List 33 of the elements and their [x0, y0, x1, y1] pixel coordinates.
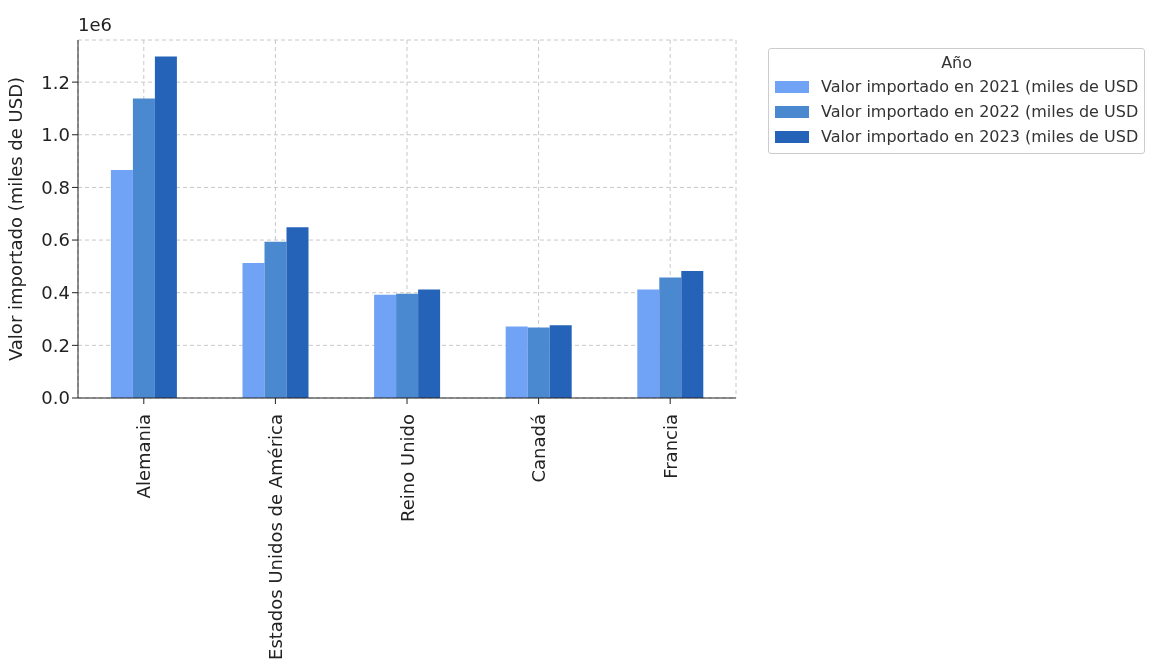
x-tick-label: Canadá — [528, 414, 550, 483]
legend-label: Valor importado en 2022 (miles de USD — [821, 102, 1139, 121]
y-tick-label: 0.0 — [41, 387, 70, 409]
bar — [659, 277, 682, 398]
bar — [527, 327, 550, 398]
bar — [637, 289, 660, 398]
bar — [286, 227, 309, 398]
bar — [549, 325, 572, 398]
bar — [505, 326, 528, 398]
y-tick-label: 1.0 — [41, 124, 70, 146]
bar — [264, 241, 287, 398]
bar — [374, 294, 397, 398]
y-tick-label: 0.8 — [41, 176, 70, 198]
legend-label: Valor importado en 2021 (miles de USD — [821, 77, 1139, 96]
bar — [242, 262, 265, 398]
x-tick-label: Alemania — [133, 414, 155, 499]
y-tick-label: 0.4 — [41, 282, 70, 304]
y-axis-title: Valor importado (miles de USD) — [5, 76, 27, 362]
y-tick-label: 0.6 — [41, 229, 70, 251]
bar — [154, 56, 177, 398]
legend-title: Año — [940, 53, 974, 72]
x-tick-label: Francia — [659, 414, 681, 479]
bar — [418, 289, 441, 398]
text: 1e6 — [78, 14, 112, 35]
bar — [110, 170, 133, 398]
legend-label: Valor importado en 2023 (miles de USD — [821, 127, 1139, 146]
bar — [681, 271, 704, 398]
x-tick-label: Reino Unido — [396, 414, 418, 522]
x-tick-label: Estados Unidos de América — [264, 414, 286, 660]
y-tick-label: 1.2 — [41, 71, 70, 93]
bar — [396, 293, 419, 398]
bar — [132, 98, 155, 398]
y-tick-label: 0.2 — [41, 334, 70, 356]
